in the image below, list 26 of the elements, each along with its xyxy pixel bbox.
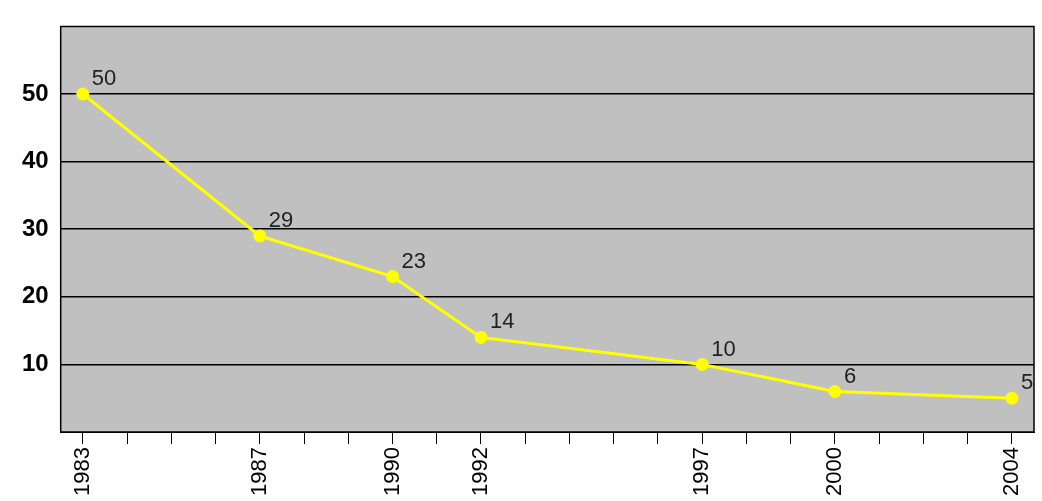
x-tick-label: 1997 [688,447,714,497]
x-tick-label: 2000 [820,447,846,497]
point [76,87,90,101]
y-tick-label: 50 [21,78,49,106]
data-label: 23 [401,247,426,273]
x-tick-label: 1990 [378,447,404,497]
data-label: 6 [843,362,857,388]
data-label: 50 [91,65,117,91]
x-tick-label: 1983 [68,447,94,497]
x-tick-label: 2004 [997,447,1023,497]
point [1005,391,1019,405]
y-tick-label: 10 [21,349,49,377]
point [695,357,709,371]
point [386,270,399,284]
point [828,384,842,398]
x-tick-label: 1987 [245,447,271,497]
point [253,229,267,243]
y-tick-label: 40 [21,146,49,174]
data-label: 14 [489,308,515,334]
data-label: 10 [711,335,736,361]
y-tick-label: 20 [21,281,49,309]
data-label: 29 [268,207,294,233]
y-tick-label: 30 [21,213,49,241]
point [474,330,488,344]
data-label: 5 [1020,369,1034,395]
x-tick-label: 1992 [467,447,493,497]
